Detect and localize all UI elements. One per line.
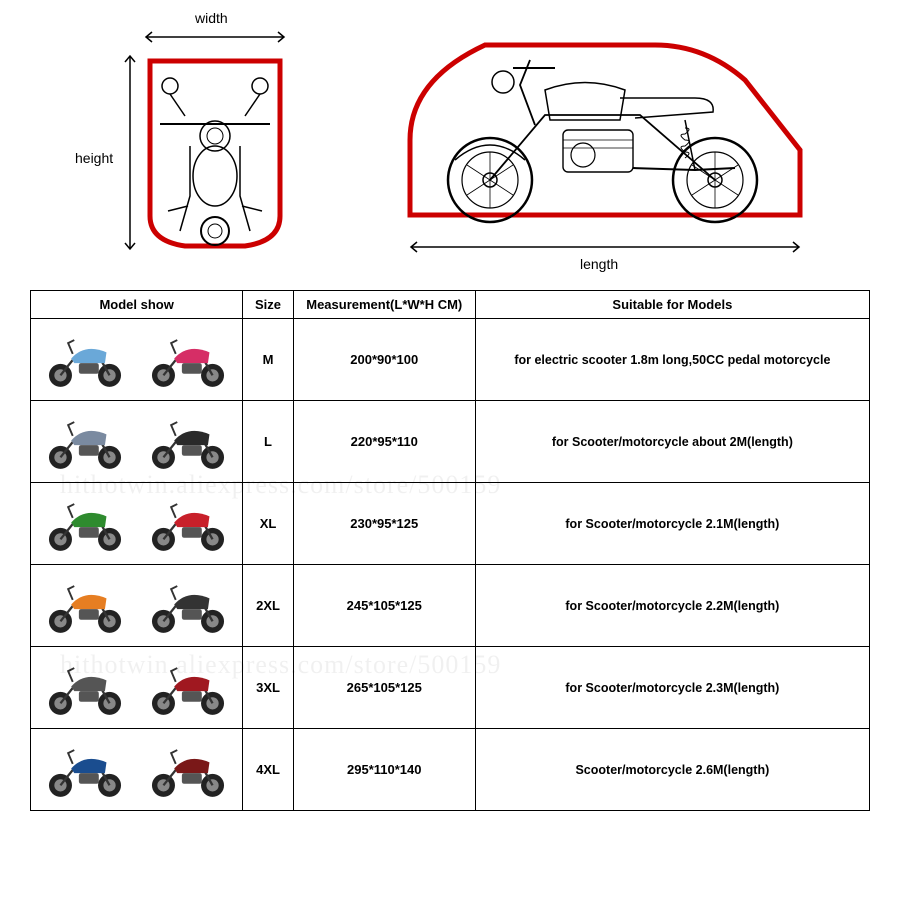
- col-measurement: Measurement(L*W*H CM): [293, 291, 475, 319]
- measurement-cell: 230*95*125: [293, 483, 475, 565]
- motorcycle-thumbnail: [39, 654, 131, 722]
- measurement-cell: 245*105*125: [293, 565, 475, 647]
- motorcycle-thumbnail: [39, 408, 131, 476]
- suitable-cell: for Scooter/motorcycle 2.2M(length): [475, 565, 869, 647]
- side-view-diagram: length: [395, 10, 815, 280]
- measurement-cell: 265*105*125: [293, 647, 475, 729]
- table-row: L220*95*110for Scooter/motorcycle about …: [31, 401, 870, 483]
- col-model: Model show: [31, 291, 243, 319]
- table-row: 4XL295*110*140Scooter/motorcycle 2.6M(le…: [31, 729, 870, 811]
- suitable-cell: Scooter/motorcycle 2.6M(length): [475, 729, 869, 811]
- dimension-diagram-area: width: [0, 0, 900, 280]
- length-label: length: [580, 256, 618, 272]
- motorcycle-thumbnail: [142, 572, 234, 640]
- suitable-cell: for Scooter/motorcycle 2.3M(length): [475, 647, 869, 729]
- size-cell: 2XL: [243, 565, 294, 647]
- measurement-cell: 295*110*140: [293, 729, 475, 811]
- model-show-cell: [31, 319, 243, 401]
- model-show-cell: [31, 401, 243, 483]
- motorcycle-thumbnail: [39, 490, 131, 558]
- table-row: M200*90*100for electric scooter 1.8m lon…: [31, 319, 870, 401]
- motorcycle-thumbnail: [142, 736, 234, 804]
- model-show-cell: [31, 647, 243, 729]
- motorcycle-thumbnail: [39, 736, 131, 804]
- suitable-cell: for Scooter/motorcycle about 2M(length): [475, 401, 869, 483]
- width-label: width: [195, 10, 228, 26]
- size-cell: 4XL: [243, 729, 294, 811]
- front-view-diagram: width: [85, 10, 335, 280]
- table-row: 3XL265*105*125for Scooter/motorcycle 2.3…: [31, 647, 870, 729]
- height-label: height: [75, 150, 113, 166]
- length-arrow: [405, 240, 805, 254]
- front-motorcycle-svg: [130, 46, 300, 256]
- size-cell: M: [243, 319, 294, 401]
- motorcycle-thumbnail: [142, 326, 234, 394]
- table-row: XL230*95*125for Scooter/motorcycle 2.1M(…: [31, 483, 870, 565]
- size-cell: XL: [243, 483, 294, 565]
- width-arrow: [140, 30, 290, 44]
- col-suitable: Suitable for Models: [475, 291, 869, 319]
- suitable-cell: for electric scooter 1.8m long,50CC peda…: [475, 319, 869, 401]
- col-size: Size: [243, 291, 294, 319]
- measurement-cell: 220*95*110: [293, 401, 475, 483]
- model-show-cell: [31, 729, 243, 811]
- motorcycle-thumbnail: [39, 326, 131, 394]
- motorcycle-thumbnail: [39, 572, 131, 640]
- motorcycle-thumbnail: [142, 408, 234, 476]
- model-show-cell: [31, 565, 243, 647]
- table-header-row: Model show Size Measurement(L*W*H CM) Su…: [31, 291, 870, 319]
- table-row: 2XL245*105*125for Scooter/motorcycle 2.2…: [31, 565, 870, 647]
- size-cell: L: [243, 401, 294, 483]
- measurement-cell: 200*90*100: [293, 319, 475, 401]
- motorcycle-thumbnail: [142, 490, 234, 558]
- size-chart-table: Model show Size Measurement(L*W*H CM) Su…: [30, 290, 870, 811]
- motorcycle-thumbnail: [142, 654, 234, 722]
- height-arrow: [123, 50, 137, 255]
- suitable-cell: for Scooter/motorcycle 2.1M(length): [475, 483, 869, 565]
- model-show-cell: [31, 483, 243, 565]
- size-cell: 3XL: [243, 647, 294, 729]
- side-motorcycle-svg: [395, 20, 815, 235]
